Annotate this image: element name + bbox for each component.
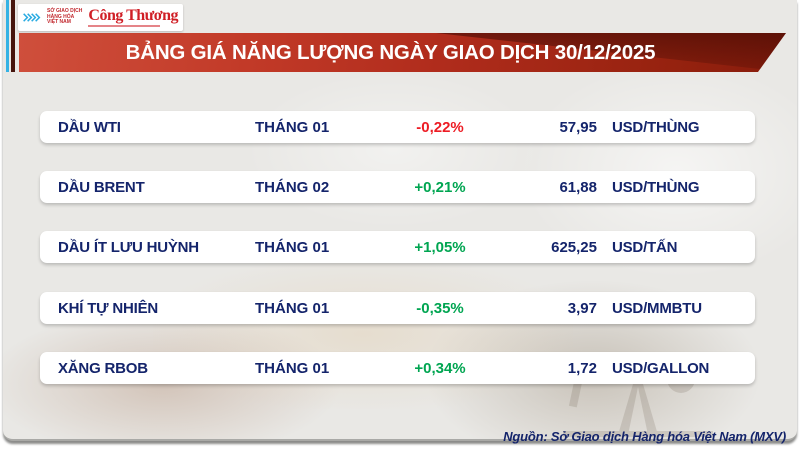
- price-value: 625,25: [551, 238, 597, 256]
- publisher-logo-box: SỞ GIAO DỊCH HÀNG HÓA VIỆT NAM Công Thương: [18, 4, 183, 31]
- price-unit: USD/THÙNG: [612, 118, 700, 136]
- price-unit: USD/THÙNG: [612, 178, 700, 196]
- table-row: KHÍ TỰ NHIÊN THÁNG 01 -0,35% 3,97 USD/MM…: [40, 292, 755, 324]
- change-percent: -0,22%: [416, 118, 464, 136]
- table-row: XĂNG RBOB THÁNG 01 +0,34% 1,72 USD/GALLO…: [40, 352, 755, 384]
- commodity-name: KHÍ TỰ NHIÊN: [58, 299, 159, 317]
- price-value: 61,88: [559, 178, 597, 196]
- contract-month: THÁNG 01: [255, 118, 330, 136]
- change-percent: +0,34%: [414, 359, 466, 377]
- price-unit: USD/GALLON: [612, 359, 710, 377]
- mxv-logo-text: SỞ GIAO DỊCH HÀNG HÓA VIỆT NAM: [47, 8, 83, 26]
- left-accent-stripe-dark: [11, 0, 15, 72]
- price-value: 3,97: [567, 299, 597, 317]
- left-accent-stripe-cyan: [6, 0, 9, 72]
- contract-month: THÁNG 01: [255, 359, 330, 377]
- background-texture: [153, 259, 573, 409]
- commodity-name: DẦU BRENT: [58, 178, 145, 196]
- congthuong-tagline-bar: [88, 25, 161, 27]
- contract-month: THÁNG 01: [255, 299, 330, 317]
- background-texture: [243, 70, 543, 230]
- commodity-name: DẦU WTI: [58, 118, 121, 136]
- price-unit: USD/TẤN: [612, 238, 678, 256]
- price-unit: USD/MMBTU: [612, 299, 702, 317]
- page-title: BẢNG GIÁ NĂNG LƯỢNG NGÀY GIAO DỊCH 30/12…: [125, 41, 656, 64]
- contract-month: THÁNG 01: [255, 238, 330, 256]
- commodity-name: XĂNG RBOB: [58, 359, 148, 377]
- table-row: DẦU BRENT THÁNG 02 +0,21% 61,88 USD/THÙN…: [40, 171, 755, 203]
- contract-month: THÁNG 02: [255, 178, 330, 196]
- price-value: 1,72: [567, 359, 597, 377]
- commodity-name: DẦU ÍT LƯU HUỲNH: [58, 238, 199, 256]
- price-value: 57,95: [559, 118, 597, 136]
- mxv-chevrons-icon: [23, 13, 41, 22]
- change-percent: +0,21%: [414, 178, 466, 196]
- table-row: DẦU ÍT LƯU HUỲNH THÁNG 01 +1,05% 625,25 …: [40, 231, 755, 263]
- change-percent: -0,35%: [416, 299, 464, 317]
- change-percent: +1,05%: [414, 238, 466, 256]
- source-attribution: Nguồn: Sở Giao dịch Hàng hóa Việt Nam (M…: [503, 429, 786, 444]
- table-row: DẦU WTI THÁNG 01 -0,22% 57,95 USD/THÙNG: [40, 111, 755, 143]
- congthuong-logo: Công Thương: [88, 7, 178, 24]
